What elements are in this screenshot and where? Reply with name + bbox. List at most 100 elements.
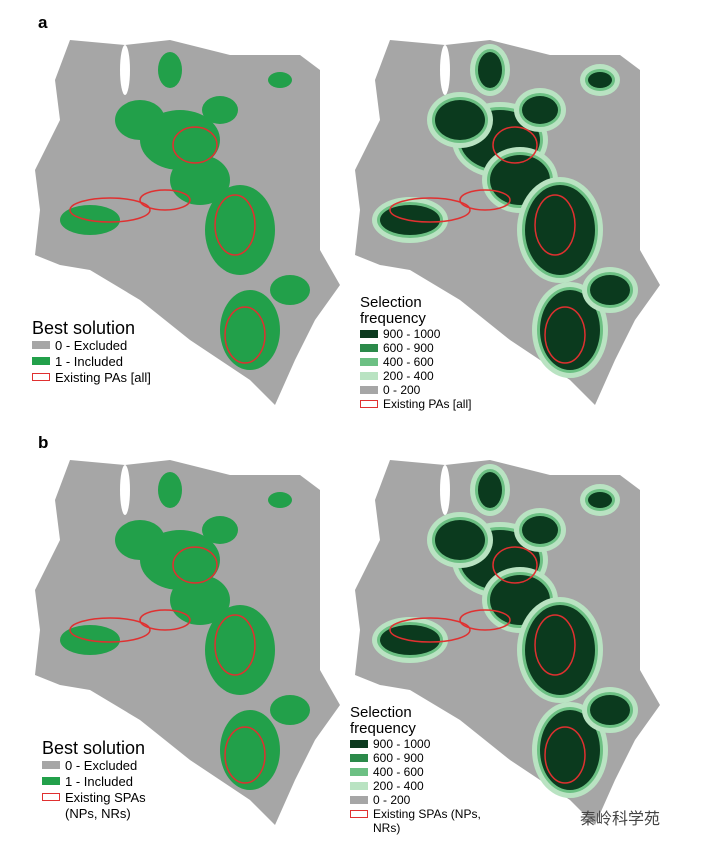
protected-area (389, 617, 471, 643)
legend-swatch (350, 768, 368, 776)
legend-label: 600 - 900 (373, 751, 424, 765)
legend-swatch (350, 810, 368, 818)
legend-swatch (360, 372, 378, 380)
frequency-area (478, 472, 502, 508)
legend-title: Selection frequency (350, 704, 416, 737)
legend-swatch (32, 373, 50, 381)
legend-item: 1 - Included (32, 354, 151, 370)
legend: Selection frequency 900 - 1000 600 - 900 40… (350, 705, 483, 835)
legend: Best solution 0 - Excluded 1 - Included Exi… (42, 738, 175, 822)
included-area (202, 516, 238, 544)
frequency-area (522, 96, 558, 124)
lake (440, 45, 450, 95)
legend-item: 200 - 400 (360, 369, 471, 383)
legend-swatch (350, 754, 368, 762)
legend-item: Existing PAs [all] (360, 397, 471, 411)
legend-item: 600 - 900 (360, 341, 471, 355)
protected-area (224, 726, 266, 784)
legend-item: 900 - 1000 (350, 737, 483, 751)
map (35, 40, 340, 405)
legend-swatch (360, 386, 378, 394)
protected-area (534, 194, 576, 256)
protected-area (534, 614, 576, 676)
included-area (170, 155, 230, 205)
included-area (205, 185, 275, 275)
protected-area (139, 189, 191, 211)
legend-item: 600 - 900 (350, 751, 483, 765)
legend-item: 0 - Excluded (32, 338, 151, 354)
included-area (205, 605, 275, 695)
frequency-area (588, 72, 612, 88)
included-area (220, 710, 280, 790)
legend: Selection frequency 900 - 1000 600 - 900 40… (360, 295, 471, 411)
protected-area (544, 306, 586, 364)
protected-area (172, 546, 218, 584)
legend-swatch (32, 357, 50, 365)
legend-item: 200 - 400 (350, 779, 483, 793)
frequency-area (478, 52, 502, 88)
legend-label: 0 - 200 (383, 383, 421, 397)
included-area (270, 695, 310, 725)
legend-item: Existing PAs [all] (32, 370, 151, 386)
frequency-area (590, 695, 630, 725)
legend-label: 1 - Included (55, 354, 123, 369)
protected-area (139, 609, 191, 631)
map (35, 460, 340, 825)
included-area (115, 520, 165, 560)
included-area (170, 575, 230, 625)
legend-item: Existing SPAs (NPs, NRs) (350, 807, 483, 835)
frequency-area (525, 605, 595, 695)
legend-label: 0 - Excluded (65, 758, 138, 773)
legend-label: Existing PAs [all] (55, 370, 151, 385)
legend-swatch (42, 793, 60, 801)
legend-title: Best solution (32, 318, 136, 338)
included-area (158, 472, 182, 508)
legend-swatch (360, 344, 378, 352)
legend-swatch (42, 761, 60, 769)
panel-label: a (38, 13, 48, 32)
legend-swatch (350, 740, 368, 748)
legend-item: Existing SPAs (NPs, NRs) (42, 790, 175, 822)
legend-swatch (360, 330, 378, 338)
frequency-area (590, 275, 630, 305)
included-area (115, 100, 165, 140)
legend-title: Best solution (42, 738, 146, 758)
protected-area (544, 726, 586, 784)
protected-area (224, 306, 266, 364)
legend-label: Existing PAs [all] (383, 397, 472, 411)
lake (120, 465, 130, 515)
legend-swatch (360, 400, 378, 408)
lake (120, 45, 130, 95)
legend-label: 200 - 400 (383, 369, 434, 383)
legend-label: 0 - 200 (373, 793, 411, 807)
included-area (268, 72, 292, 88)
legend-swatch (350, 782, 368, 790)
legend: Best solution 0 - Excluded 1 - Included Exi… (32, 318, 151, 386)
legend-item: 400 - 600 (350, 765, 483, 779)
legend-label: 400 - 600 (373, 765, 424, 779)
legend-label: Existing SPAs (NPs, NRs) (65, 790, 146, 821)
legend-label: 400 - 600 (383, 355, 434, 369)
frequency-area (588, 492, 612, 508)
included-area (220, 290, 280, 370)
frequency-area (435, 100, 485, 140)
legend-label: 200 - 400 (373, 779, 424, 793)
watermark: 秦岭科学苑 (580, 811, 661, 828)
protected-area (69, 617, 151, 643)
included-area (268, 492, 292, 508)
legend-item: 900 - 1000 (360, 327, 471, 341)
legend-item: 0 - Excluded (42, 758, 175, 774)
legend-label: 900 - 1000 (373, 737, 431, 751)
legend-swatch (32, 341, 50, 349)
protected-area (214, 614, 256, 676)
frequency-area (525, 185, 595, 275)
legend-label: 1 - Included (65, 774, 133, 789)
legend-label: Existing SPAs (NPs, NRs) (373, 807, 481, 835)
frequency-area (435, 520, 485, 560)
legend-item: 0 - 200 (350, 793, 483, 807)
legend-item: 400 - 600 (360, 355, 471, 369)
protected-area (492, 126, 538, 164)
included-area (202, 96, 238, 124)
map (355, 40, 660, 405)
